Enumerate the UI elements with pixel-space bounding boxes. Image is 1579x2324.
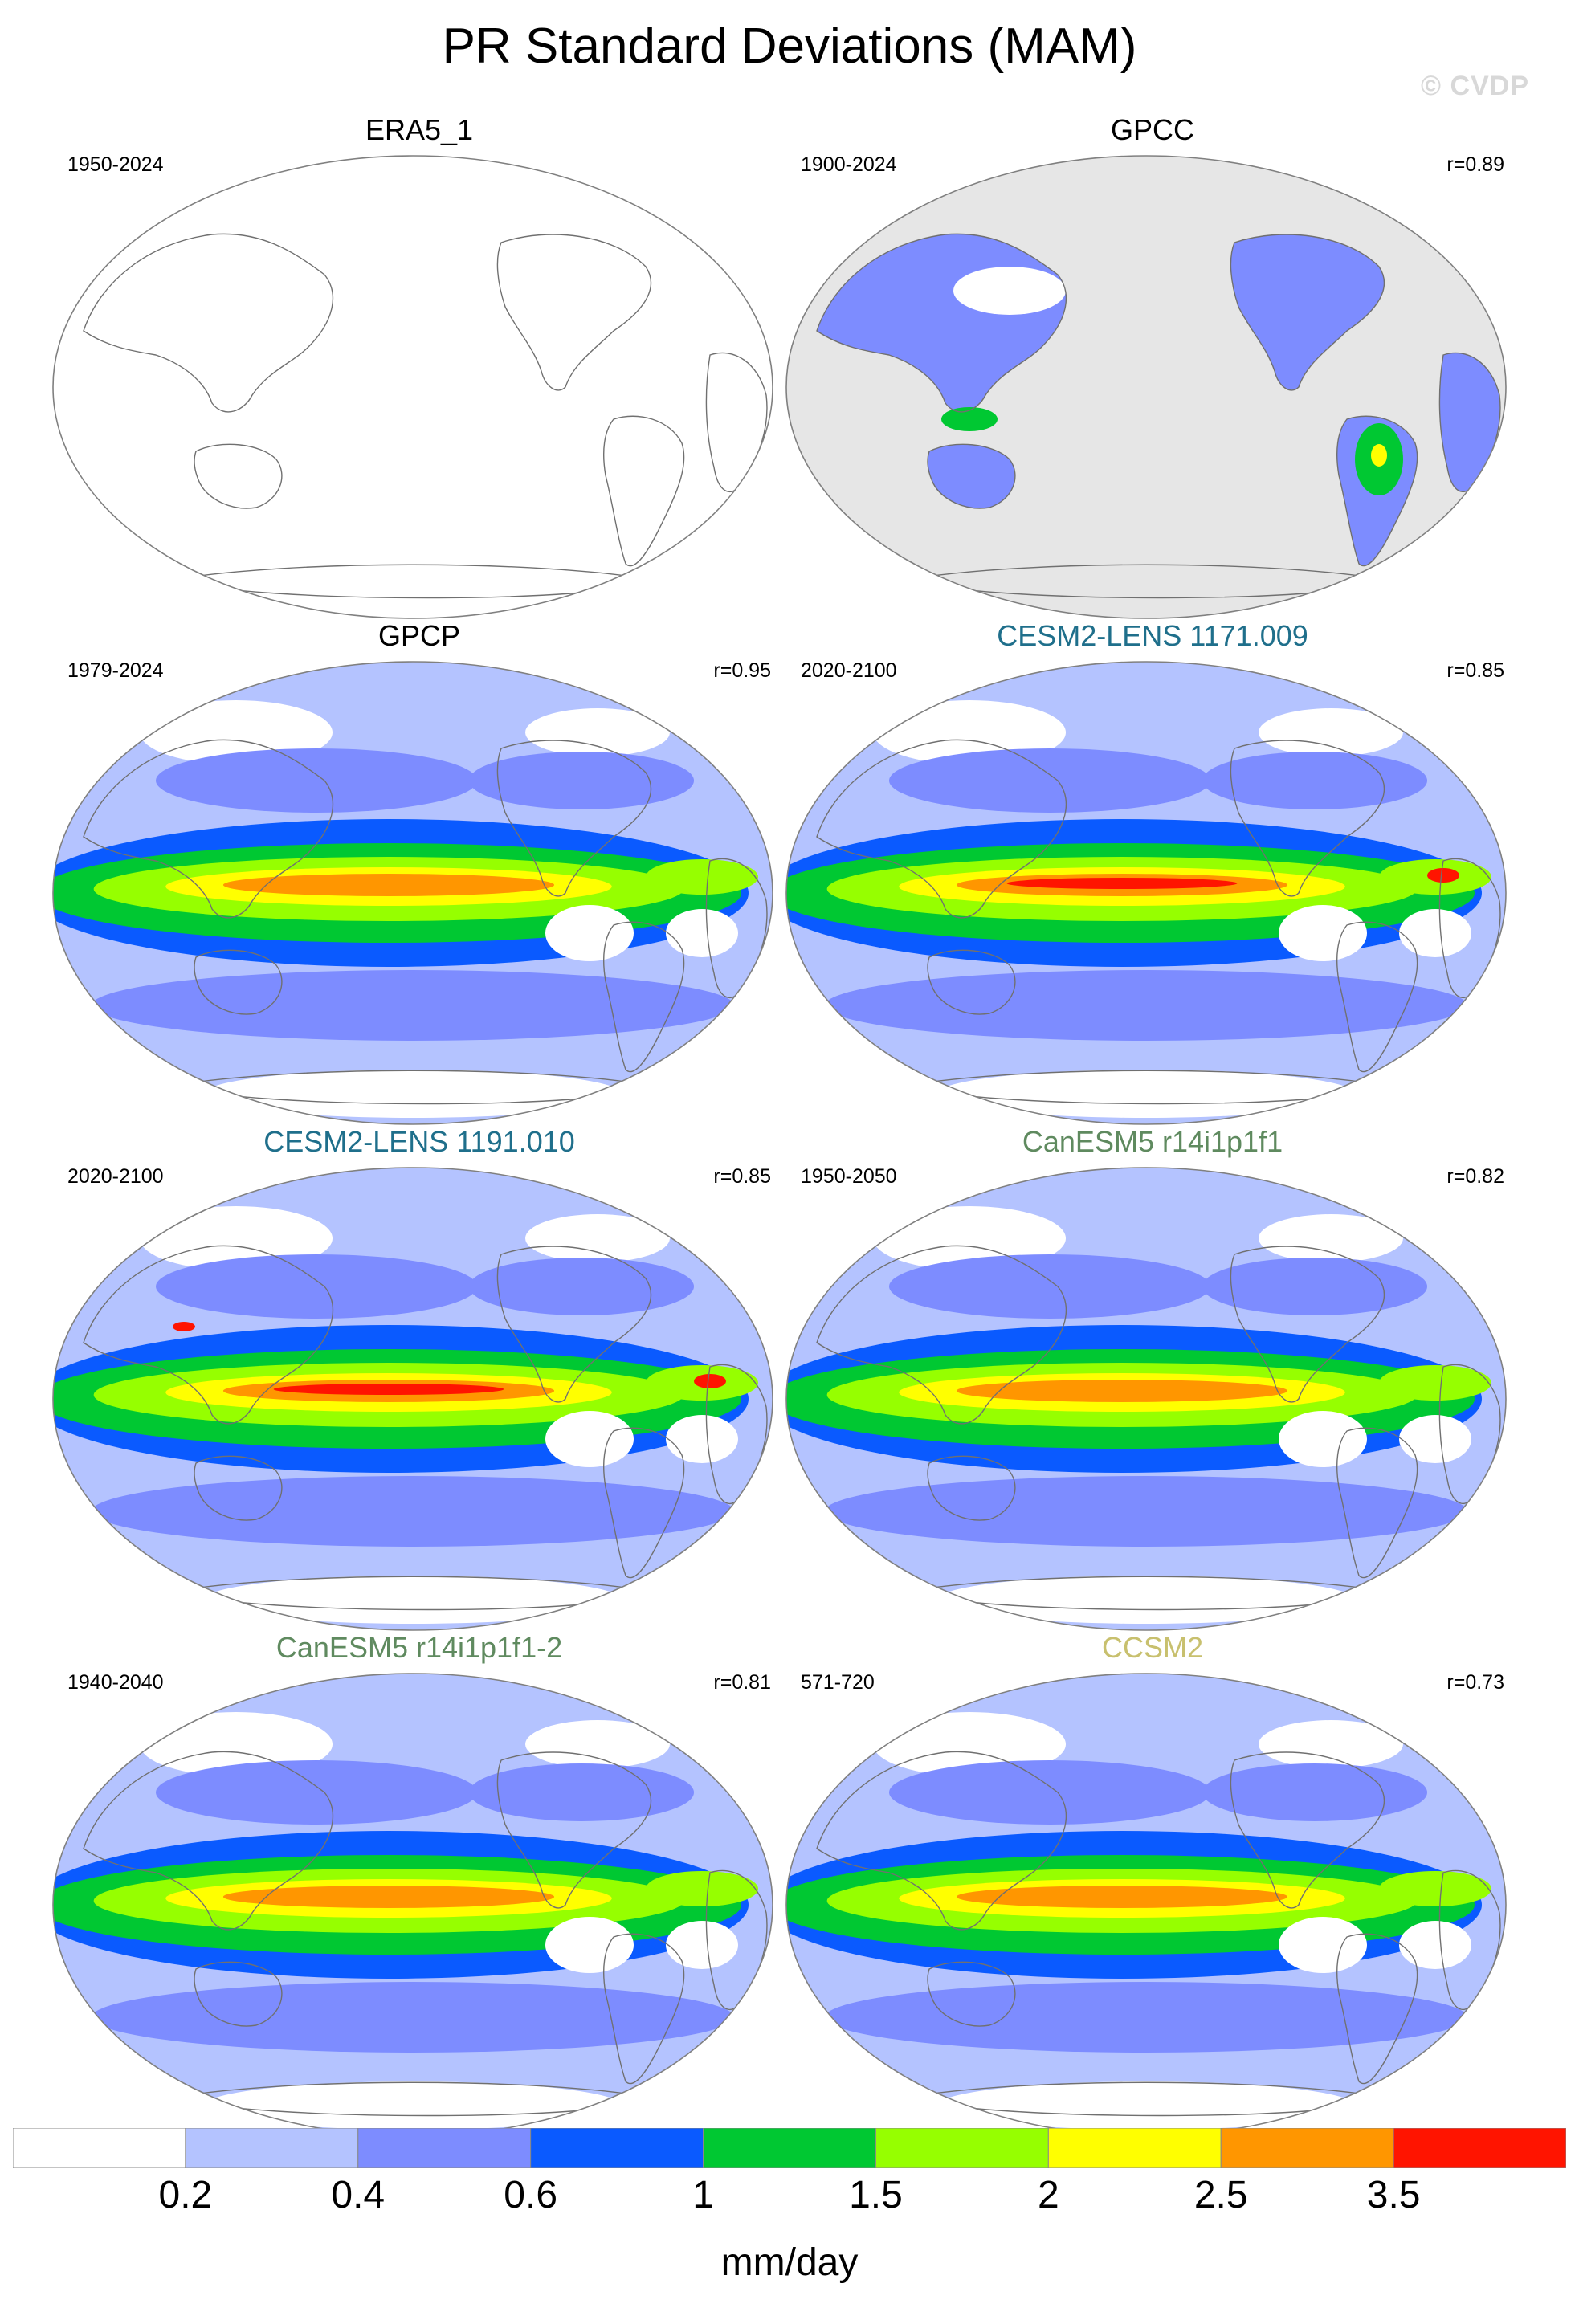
precip-field xyxy=(786,1168,1506,1630)
colorbar-swatch xyxy=(1047,2128,1222,2168)
map-outline xyxy=(785,155,1507,619)
precip-field xyxy=(786,662,1506,1124)
panel-title: CESM2-LENS 1171.009 xyxy=(997,619,1308,652)
map-outline xyxy=(785,1167,1507,1631)
colorbar-level-label: 1.5 xyxy=(849,2174,903,2216)
map-panel: CESM2-LENS 1171.009 2020-2100 r=0.85 xyxy=(783,618,1522,1125)
colorbar-level-label: 0.4 xyxy=(331,2174,386,2216)
watermark: © CVDP xyxy=(1421,71,1529,101)
map-panel: GPCP 1979-2024 r=0.95 xyxy=(50,618,789,1125)
map-outline xyxy=(52,1167,773,1631)
colorbar-swatch xyxy=(530,2128,704,2168)
panel-title: CESM2-LENS 1191.010 xyxy=(263,1125,575,1158)
map-panel: CanESM5 r14i1p1f1-2 1940-2040 r=0.81 xyxy=(50,1630,789,2137)
world-map xyxy=(785,661,1507,1125)
panel-pattern-correlation: r=0.81 xyxy=(713,1671,771,1694)
colorbar xyxy=(13,2128,1566,2168)
panel-title: GPCC xyxy=(1110,113,1194,146)
map-panel: GPCC 1900-2024 r=0.89 xyxy=(783,112,1522,619)
colorbar-level-label: 0.6 xyxy=(504,2174,558,2216)
colorbar-level-label: 0.2 xyxy=(158,2174,213,2216)
map-outline xyxy=(52,661,773,1125)
precip-field xyxy=(786,1674,1506,2136)
panel-title: CanESM5 r14i1p1f1-2 xyxy=(275,1631,563,1664)
precip-field xyxy=(53,1674,773,2136)
map-panel: CESM2-LENS 1191.010 2020-2100 r=0.85 xyxy=(50,1124,789,1631)
panel-pattern-correlation: r=0.85 xyxy=(713,1165,771,1188)
panel-pattern-correlation: r=0.73 xyxy=(1446,1671,1504,1694)
panel-title: CCSM2 xyxy=(1101,1631,1204,1664)
colorbar-swatch xyxy=(875,2128,1049,2168)
colorbar-level-label: 2 xyxy=(1037,2174,1059,2216)
precip-field xyxy=(53,1168,773,1630)
colorbar-level-label: 1 xyxy=(692,2174,714,2216)
precip-field xyxy=(53,662,773,1124)
panel-period: 1900-2024 xyxy=(801,153,897,176)
panel-title: ERA5_1 xyxy=(365,113,474,146)
world-map xyxy=(52,1673,773,2137)
world-map xyxy=(785,155,1507,619)
page-title: PR Standard Deviations (MAM) xyxy=(442,18,1137,74)
world-map xyxy=(52,155,773,619)
colorbar-units: mm/day xyxy=(720,2241,859,2284)
precip-field xyxy=(53,156,773,618)
panel-pattern-correlation: r=0.89 xyxy=(1446,153,1504,176)
panel-pattern-correlation: r=0.82 xyxy=(1446,1165,1504,1188)
world-map xyxy=(52,1167,773,1631)
panel-pattern-correlation: r=0.95 xyxy=(713,659,771,682)
panel-period: 1940-2040 xyxy=(67,1671,164,1694)
world-map xyxy=(785,1167,1507,1631)
panel-title: CanESM5 r14i1p1f1 xyxy=(1022,1125,1283,1158)
map-outline xyxy=(785,661,1507,1125)
panel-title: GPCP xyxy=(377,619,461,652)
colorbar-swatch xyxy=(1393,2128,1566,2168)
panel-period: 2020-2100 xyxy=(67,1165,164,1188)
panel-pattern-correlation: r=0.85 xyxy=(1446,659,1504,682)
panel-period: 2020-2100 xyxy=(801,659,897,682)
map-panel: ERA5_1 1950-2024 xyxy=(50,112,789,619)
colorbar-level-label: 2.5 xyxy=(1193,2174,1248,2216)
panel-period: 1950-2050 xyxy=(801,1165,897,1188)
colorbar-swatch xyxy=(703,2128,876,2168)
panel-period: 1950-2024 xyxy=(67,153,164,176)
panel-period: 1979-2024 xyxy=(67,659,164,682)
colorbar-level-label: 3.5 xyxy=(1366,2174,1421,2216)
panel-period: 571-720 xyxy=(801,1671,875,1694)
precip-field xyxy=(786,156,1506,618)
colorbar-swatch xyxy=(1220,2128,1394,2168)
map-panel: CCSM2 571-720 r=0.73 xyxy=(783,1630,1522,2137)
map-outline xyxy=(52,155,773,619)
world-map xyxy=(52,661,773,1125)
world-map xyxy=(785,1673,1507,2137)
map-panel: CanESM5 r14i1p1f1 1950-2050 r=0.82 xyxy=(783,1124,1522,1631)
colorbar-swatch xyxy=(357,2128,532,2168)
colorbar-swatch xyxy=(185,2128,359,2168)
colorbar-swatch xyxy=(13,2128,186,2168)
